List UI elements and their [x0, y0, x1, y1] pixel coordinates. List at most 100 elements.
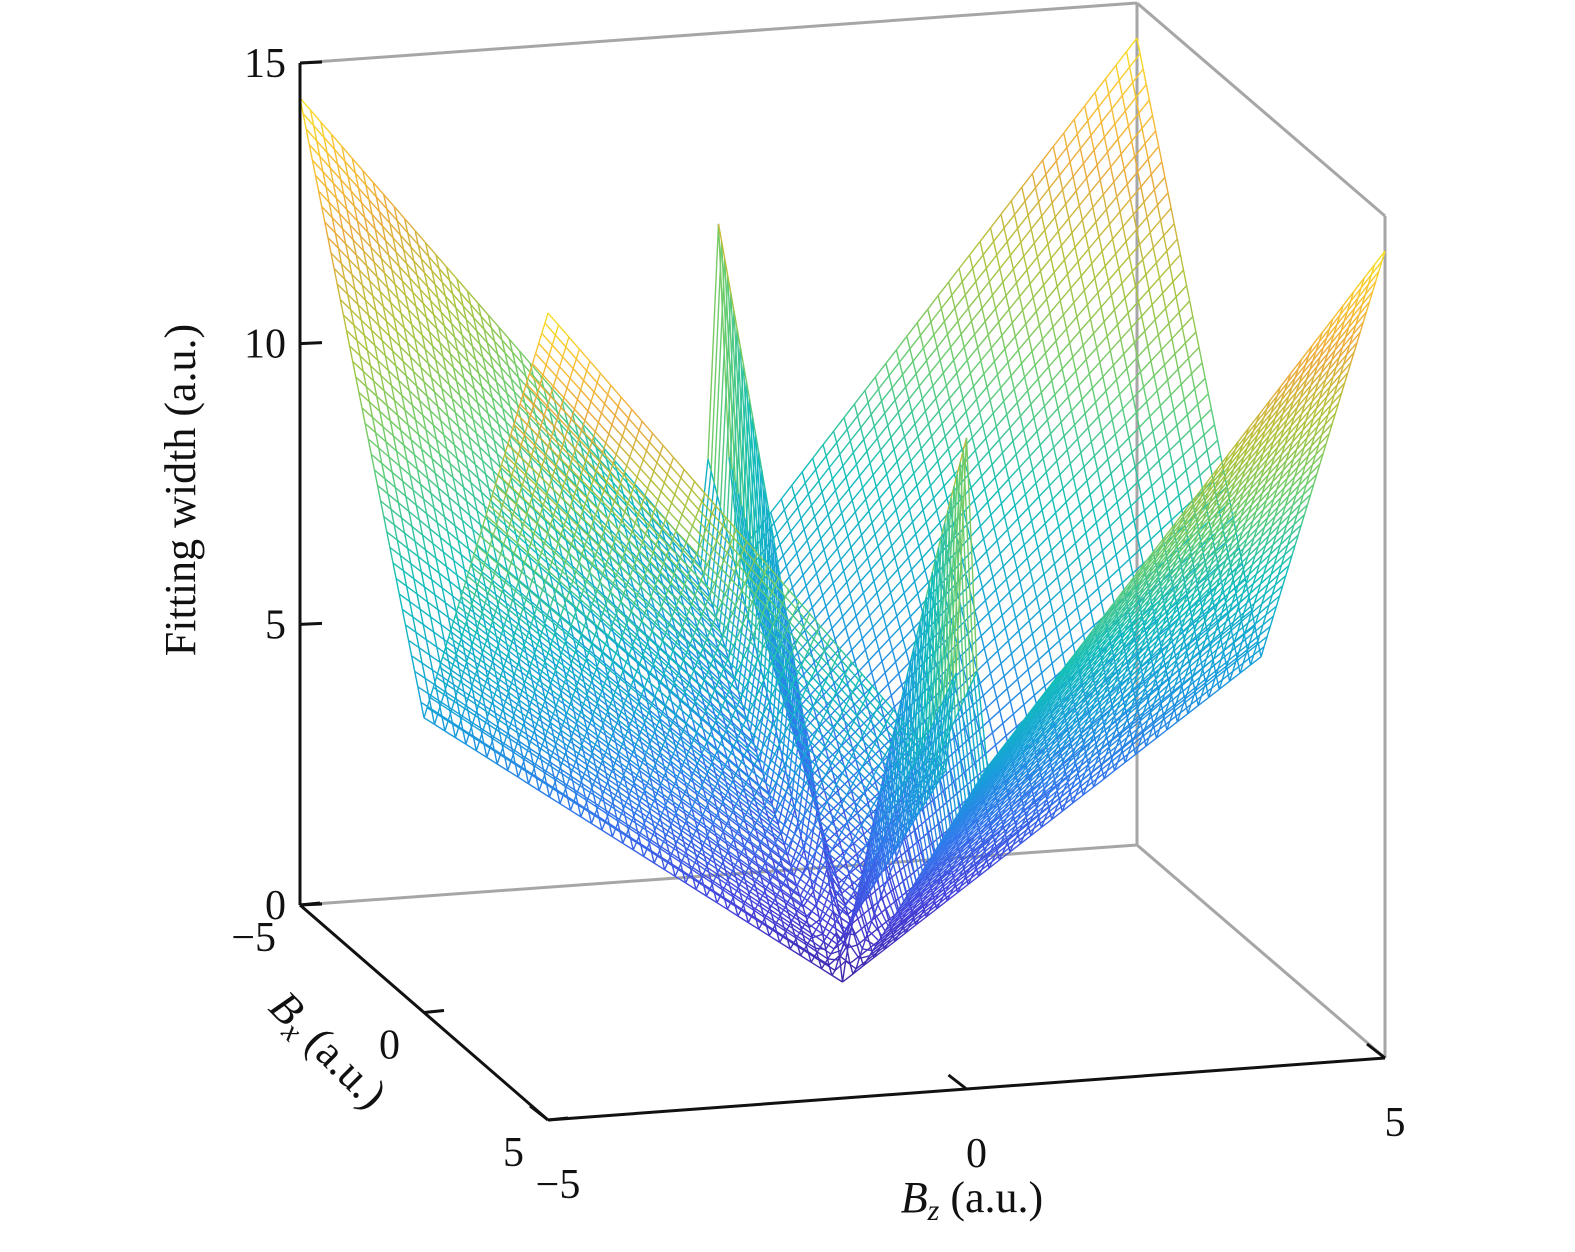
mesh-line	[379, 410, 391, 422]
mesh-line	[464, 347, 477, 361]
mesh-line	[709, 507, 722, 598]
mesh-line	[848, 488, 853, 501]
mesh-line	[985, 426, 997, 439]
mesh-line	[459, 292, 464, 306]
mesh-line	[1027, 390, 1032, 405]
mesh-line	[1123, 155, 1136, 170]
mesh-line	[941, 410, 954, 425]
mesh-line	[420, 483, 432, 494]
mesh-line	[542, 479, 548, 493]
mesh-line	[393, 400, 399, 416]
mesh-line	[383, 194, 388, 210]
mesh-line	[342, 228, 354, 241]
mesh-line	[471, 450, 483, 462]
mesh-line	[810, 505, 816, 517]
mesh-line	[1044, 340, 1057, 354]
mesh-line	[1076, 304, 1088, 318]
mesh-line	[427, 363, 433, 378]
mesh-line	[915, 360, 928, 375]
mesh-line	[851, 500, 856, 513]
mesh-line	[308, 144, 314, 161]
mesh-line	[426, 286, 432, 301]
mesh-line	[377, 484, 389, 495]
mesh-line	[510, 378, 523, 391]
mesh-line	[1030, 228, 1035, 244]
mesh-line	[501, 339, 506, 354]
mesh-line	[356, 220, 369, 233]
mesh-line	[442, 356, 454, 368]
mesh-line	[468, 436, 473, 451]
mesh-line	[911, 411, 916, 425]
mesh-line	[374, 228, 387, 242]
mesh-line	[894, 557, 899, 570]
mesh-line	[974, 437, 987, 451]
mesh-line	[906, 322, 918, 337]
mesh-line	[422, 498, 428, 514]
mesh-line	[377, 243, 383, 259]
mesh-line	[828, 453, 841, 468]
mesh-line	[1110, 153, 1122, 168]
mesh-line	[1115, 51, 1128, 66]
mesh-line	[830, 512, 843, 527]
mesh-line	[454, 525, 466, 536]
mesh-line	[825, 442, 838, 457]
mesh-line	[658, 572, 664, 585]
mesh-line	[865, 486, 877, 500]
mesh-line	[432, 543, 437, 559]
mesh-line	[975, 399, 981, 413]
mesh-line	[1055, 160, 1061, 176]
mesh-line	[559, 423, 565, 437]
mesh-line	[464, 534, 470, 550]
mesh-line	[372, 380, 378, 397]
mesh-line	[355, 376, 367, 388]
mesh-line	[460, 364, 472, 376]
mesh-line	[1039, 270, 1045, 286]
mesh-line	[426, 396, 431, 411]
mesh-line	[419, 400, 424, 416]
mesh-line	[431, 270, 436, 285]
mesh-line	[479, 416, 485, 431]
mesh-line	[427, 478, 432, 494]
mesh-line	[438, 373, 443, 389]
mesh-line	[632, 842, 638, 851]
mesh-line	[882, 462, 888, 475]
mesh-line	[422, 414, 427, 430]
mesh-line	[353, 205, 359, 222]
mesh-line	[894, 661, 900, 674]
mesh-line	[367, 438, 372, 455]
mesh-line	[598, 458, 611, 472]
mesh-line	[506, 569, 519, 580]
mesh-line	[966, 347, 979, 361]
mesh-line	[335, 197, 348, 211]
mesh-line	[495, 483, 507, 495]
mesh-line	[452, 293, 464, 307]
mesh-line	[1005, 295, 1010, 310]
mesh-line	[807, 480, 820, 495]
mesh-line	[547, 464, 559, 477]
mesh-line	[470, 482, 482, 493]
mesh-line	[1012, 268, 1018, 283]
mesh-line	[408, 511, 413, 527]
mesh-line	[940, 308, 946, 322]
mesh-line	[999, 387, 1005, 402]
mesh-line	[951, 281, 963, 296]
mesh-line	[905, 373, 917, 388]
mesh-line	[894, 399, 899, 413]
mesh-line	[575, 484, 587, 497]
mesh-line	[847, 523, 859, 537]
mesh-line	[1003, 214, 1016, 229]
mesh-line	[519, 351, 524, 365]
mesh-line	[1089, 192, 1094, 208]
mesh-line	[1040, 380, 1053, 393]
mesh-line	[422, 303, 427, 318]
mesh-line	[1014, 336, 1020, 351]
mesh-line	[601, 822, 606, 831]
mesh-line	[527, 415, 532, 429]
mesh-line	[455, 307, 467, 320]
mesh-line	[374, 344, 386, 357]
mesh-line	[1065, 190, 1077, 205]
mesh-line	[340, 179, 345, 195]
mesh-line	[843, 558, 855, 572]
mesh-line	[887, 672, 900, 685]
mesh-line	[1065, 203, 1070, 219]
